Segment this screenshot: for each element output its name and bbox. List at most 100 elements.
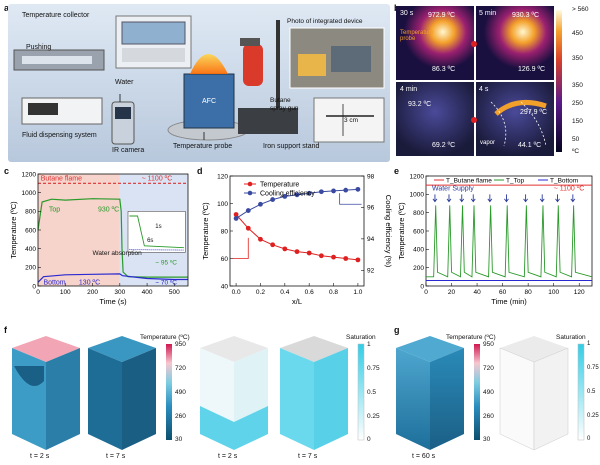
g-sat-tick-1: 0.75 (587, 365, 599, 371)
e-legend-label-1: T_Top (506, 178, 524, 185)
thermal-colorbar (556, 10, 562, 152)
label-spray: spray gun (270, 105, 299, 112)
f-caption-3: t = 2 s (218, 453, 238, 460)
d-xtick-label: 0.2 (256, 289, 265, 296)
b-tmin-4: 44.1 ºC (518, 142, 542, 149)
b-tmax-1: 972.9 ºC (428, 12, 456, 19)
c-ann-1s: 1s (155, 224, 161, 230)
b-tmin-2: 126.9 ºC (518, 66, 546, 73)
c-series-1 (37, 198, 188, 278)
e-water-arrow (470, 194, 476, 203)
e-ytick-label: 600 (413, 228, 424, 235)
e-xtick-label: 40 (473, 289, 481, 296)
g-sat-colorbar (577, 343, 585, 441)
c-ytick-label: 1200 (22, 171, 37, 178)
c-xtick-label: 500 (169, 289, 180, 296)
d-ytick-label: 100 (217, 201, 228, 208)
g-temp-tick-2: 490 (483, 389, 494, 396)
cube-temp-7s (88, 336, 156, 450)
b-note-1: Temperature probe (400, 30, 434, 42)
afc-sample (183, 73, 235, 129)
c-inset-green (129, 215, 184, 249)
e-water-arrow (459, 194, 465, 203)
b-tmax-4: 297.9 ºC (520, 109, 548, 116)
d-point-0 (258, 236, 263, 242)
butane-spray-gun (243, 44, 263, 86)
thermal-cell-4 (476, 82, 554, 156)
d-y2tick-label: 94 (367, 236, 375, 243)
g-temp-tick-3: 260 (483, 413, 494, 420)
d-point-0 (270, 242, 276, 248)
f-sat-title: Saturation (346, 334, 376, 341)
e-xlabel: Time (min) (491, 297, 527, 306)
f-temp-title: Temperature (ºC) (140, 334, 190, 341)
d-y2tick-label: 98 (367, 173, 375, 180)
c-ann-water: Water absorption (93, 250, 143, 257)
b-scale-top: > 560 (572, 6, 589, 13)
c-flame-region (38, 174, 120, 286)
d-point-1 (233, 216, 239, 221)
g-caption: t = 60 s (412, 453, 436, 460)
label-ir: IR camera (112, 147, 145, 154)
c-ann-95: ~ 95 ºC (155, 260, 177, 267)
f-temp-tick-1: 720 (175, 365, 186, 372)
c-ytick-label: 400 (25, 246, 36, 253)
chart-e: 0 20 40 60 80 100 120020040060080010001200Time… (397, 173, 593, 306)
e-water-arrow (504, 194, 509, 203)
g-temp-colorbar (474, 344, 480, 440)
e-ytick-label: 0 (420, 283, 424, 290)
d-point-1 (270, 197, 276, 202)
d-xtick-label: 1.0 (353, 289, 362, 296)
b-scale-150: 150 (572, 118, 583, 125)
f-sat-tick-2: 0.5 (367, 389, 377, 396)
label-butane: Butane (270, 97, 291, 104)
d-legend-label-1: Cooling efficiency (260, 190, 315, 197)
d-legend-label-0: Temperature (260, 181, 299, 188)
panel-fg-simulations (12, 336, 585, 451)
e-water-arrow (446, 194, 452, 203)
d-point-1 (245, 208, 251, 213)
label-photo: Photo of integrated device (287, 18, 363, 25)
d-point-1 (282, 194, 288, 199)
label-afc: AFC (202, 98, 216, 105)
d-point-0 (233, 212, 239, 217)
d-point-0 (282, 246, 288, 252)
b-tmin-1: 86.3 ºC (432, 66, 456, 73)
g-temp-title: Temperature (ºC) (446, 334, 496, 341)
f-sat-tick-0: 1 (367, 341, 371, 348)
e-ann-water: Water Supply (432, 186, 474, 193)
c-xtick-label: 100 (60, 289, 71, 296)
b-scale-unit: ºC (572, 148, 580, 155)
d-point-0 (318, 253, 324, 259)
d-ytick-label: 40 (221, 283, 229, 290)
d-xtick-label: 0.8 (329, 289, 338, 296)
c-ann-flame: Butane flame (41, 176, 82, 183)
cube-sat-2s (200, 336, 268, 450)
cube-sat-60s (499, 336, 569, 451)
d-legend-marker-1 (247, 190, 253, 196)
g-sat-tick-2: 0.5 (587, 389, 596, 395)
e-ytick-label: 1200 (410, 173, 425, 180)
d-xtick-label: 0.4 (280, 289, 289, 296)
g-sat-tick-4: 0 (587, 436, 591, 442)
probe-photo-inset (313, 97, 385, 143)
c-ytick-label: 0 (32, 283, 36, 290)
b-tmin-3: 69.2 ºC (432, 142, 456, 149)
e-ylabel: Temperature (ºC) (397, 202, 406, 260)
d-point-1 (318, 189, 324, 195)
g-sat-tick-3: 0.25 (587, 413, 599, 419)
cube-temp-2s (12, 336, 80, 450)
d-y2tick-label: 96 (367, 205, 375, 212)
b-scale-450: 450 (572, 30, 583, 37)
e-water-arrow (555, 194, 560, 203)
cube-sat-7s (280, 336, 348, 450)
chart-c: 0 100 200 300 400 500 0 200 400 600 800 1000 1200 Tim… (9, 171, 189, 306)
d-y2tick-label: 92 (367, 268, 375, 275)
b-scale-350a: 350 (572, 55, 583, 62)
b-scale-250: 250 (572, 100, 583, 107)
d-point-1 (306, 190, 312, 196)
label-fds: Fluid dispensing system (22, 132, 97, 139)
e-ann-1100: ~ 1100 ºC (554, 186, 585, 193)
d-point-1 (294, 192, 300, 198)
d-ytick-label: 120 (217, 173, 228, 180)
